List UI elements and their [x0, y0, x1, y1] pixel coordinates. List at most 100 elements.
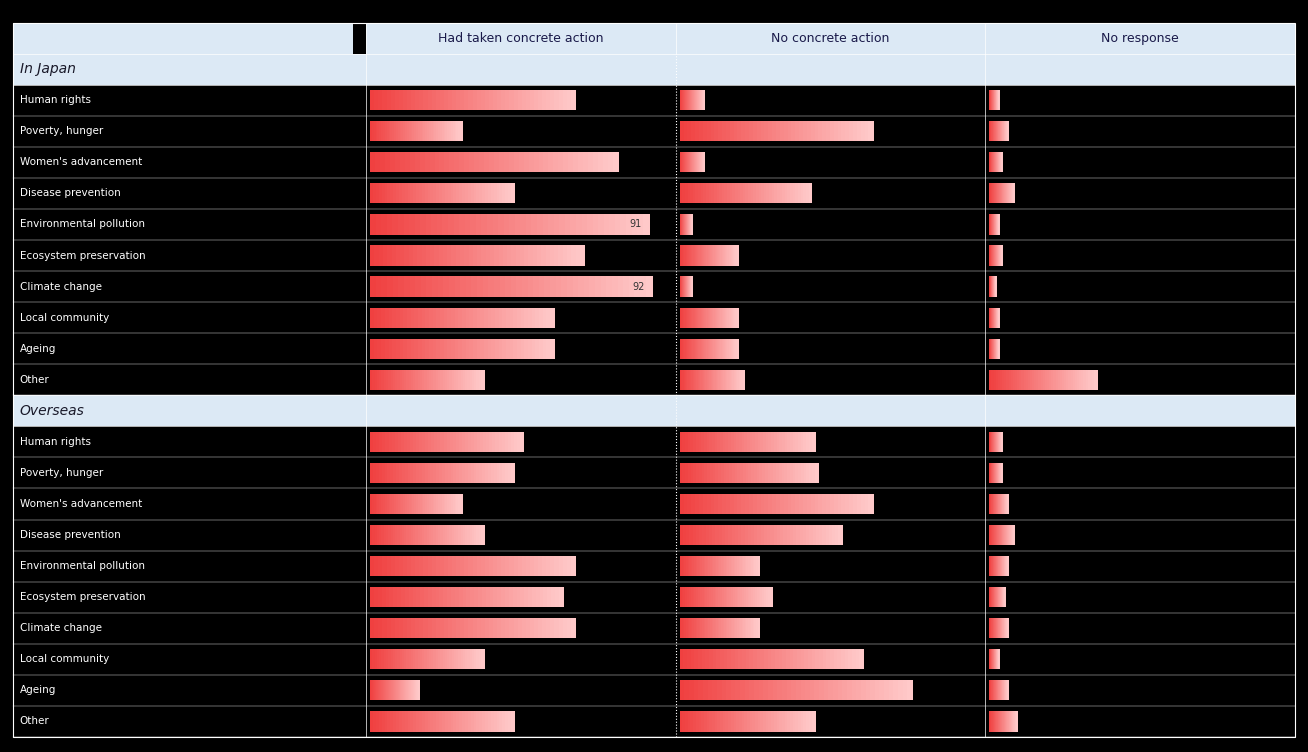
Bar [680, 214, 683, 235]
Bar [998, 214, 999, 235]
Bar [578, 277, 585, 297]
Bar [998, 90, 999, 111]
Bar [990, 152, 991, 172]
Bar [510, 432, 515, 452]
Bar [727, 245, 730, 265]
Bar [681, 338, 683, 359]
Bar [458, 308, 463, 328]
Bar [723, 338, 725, 359]
Bar [387, 711, 391, 732]
Bar [526, 90, 531, 111]
Bar [691, 432, 695, 452]
Bar [409, 214, 416, 235]
Bar [995, 308, 997, 328]
Bar [990, 308, 991, 328]
Bar [995, 462, 997, 483]
Bar [714, 618, 718, 638]
Bar [870, 681, 876, 700]
Bar [795, 681, 802, 700]
Bar [386, 681, 388, 700]
Bar [407, 618, 412, 638]
Bar [764, 183, 768, 204]
Bar [709, 338, 712, 359]
Bar [1003, 525, 1005, 545]
Bar [490, 245, 496, 265]
Bar [995, 308, 997, 328]
Bar [386, 525, 390, 545]
Bar [430, 711, 434, 732]
Bar [991, 618, 994, 638]
Bar [460, 90, 466, 111]
Bar [989, 494, 991, 514]
Bar [553, 152, 560, 172]
Bar [997, 245, 998, 265]
Bar [991, 556, 993, 576]
Bar [680, 121, 685, 141]
Bar [722, 183, 726, 204]
Bar [701, 152, 702, 172]
Bar [739, 587, 742, 608]
Bar [994, 432, 997, 452]
Bar [543, 90, 548, 111]
Bar [990, 277, 991, 297]
Bar [463, 649, 467, 669]
Bar [993, 183, 995, 204]
Bar [454, 370, 458, 390]
Bar [451, 338, 455, 359]
Bar [404, 587, 409, 608]
Bar [714, 308, 717, 328]
Bar [382, 618, 388, 638]
Bar [522, 90, 527, 111]
Bar [573, 152, 579, 172]
Bar [385, 121, 388, 141]
Bar [460, 556, 466, 576]
Bar [387, 245, 392, 265]
Bar [995, 370, 999, 390]
Bar [371, 681, 373, 700]
Bar [424, 618, 429, 638]
Bar [998, 214, 999, 235]
Bar [879, 681, 886, 700]
Bar [736, 587, 740, 608]
Bar [993, 90, 994, 111]
Bar [449, 277, 455, 297]
Bar [370, 338, 375, 359]
Bar [995, 681, 997, 700]
Bar [466, 370, 468, 390]
Bar [454, 525, 458, 545]
Bar [993, 308, 994, 328]
Bar [684, 214, 687, 235]
Bar [783, 121, 789, 141]
Bar [998, 152, 999, 172]
Bar [993, 214, 994, 235]
Bar [1001, 462, 1002, 483]
Bar [732, 245, 735, 265]
Bar [1012, 525, 1014, 545]
Bar [404, 462, 409, 483]
Bar [399, 649, 403, 669]
Bar [562, 618, 568, 638]
Bar [765, 711, 770, 732]
Bar [723, 308, 726, 328]
Bar [994, 587, 995, 608]
Bar [1005, 121, 1006, 141]
Bar [1011, 183, 1014, 204]
Bar [688, 556, 691, 576]
Bar [793, 183, 797, 204]
Bar [791, 681, 797, 700]
Bar [994, 277, 995, 297]
Bar [1005, 183, 1006, 204]
Bar [693, 183, 697, 204]
Bar [408, 462, 412, 483]
Bar [990, 432, 991, 452]
Bar [726, 432, 730, 452]
Bar [467, 587, 472, 608]
Bar [693, 525, 697, 545]
Bar [718, 370, 721, 390]
Bar [990, 681, 993, 700]
Bar [990, 214, 991, 235]
Bar [442, 711, 446, 732]
Bar [999, 432, 1001, 452]
Bar [415, 152, 421, 172]
Bar [990, 90, 991, 111]
